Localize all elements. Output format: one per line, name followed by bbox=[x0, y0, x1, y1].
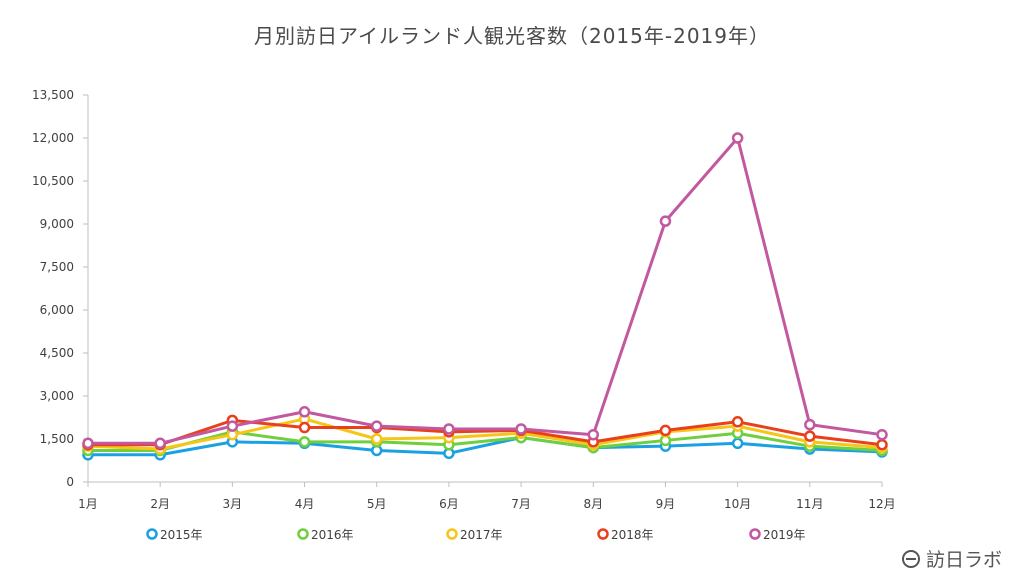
data-point bbox=[154, 437, 166, 450]
y-axis: 0 1,500 3,000 4,500 6,000 7,500 9,000 10,500 12,… bbox=[32, 88, 89, 489]
brand-mark-icon bbox=[901, 549, 920, 568]
y-tick-label: 13,500 bbox=[32, 88, 74, 102]
series-line bbox=[86, 417, 884, 451]
x-tick-label: 9月 bbox=[656, 497, 676, 511]
data-point bbox=[876, 438, 888, 451]
legend-marker bbox=[297, 528, 309, 540]
chart-title: 月別訪日アイルランド人観光客数（2015年-2019年） bbox=[253, 24, 770, 48]
data-point bbox=[298, 406, 311, 418]
x-tick-label: 12月 bbox=[868, 497, 895, 511]
data-point bbox=[659, 424, 672, 437]
data-point bbox=[298, 436, 311, 448]
data-point bbox=[587, 428, 600, 441]
y-tick-label: 0 bbox=[66, 475, 74, 489]
x-tick-label: 10月 bbox=[724, 497, 751, 511]
legend-marker bbox=[446, 528, 458, 540]
x-tick-label: 8月 bbox=[583, 497, 603, 511]
legend-item: 2018年 bbox=[597, 528, 654, 542]
data-point bbox=[804, 418, 816, 431]
series-line bbox=[86, 136, 884, 445]
x-tick-label: 11月 bbox=[796, 497, 823, 511]
data-point bbox=[731, 416, 744, 428]
x-tick-label: 1月 bbox=[78, 497, 98, 511]
legend-label: 2015年 bbox=[160, 528, 203, 542]
data-point bbox=[804, 430, 816, 442]
legend-marker bbox=[146, 528, 158, 540]
x-tick-label: 4月 bbox=[295, 497, 315, 511]
x-axis: 1月 2月 3月 4月 5月 6月 7月 8月 9月 10月 11月 12月 bbox=[78, 481, 896, 511]
data-point bbox=[876, 428, 888, 441]
data-point bbox=[226, 420, 239, 432]
data-point bbox=[370, 433, 383, 445]
legend: 2015年 2016年 2017年 2018年 2019年 bbox=[146, 528, 806, 542]
y-tick-label: 12,000 bbox=[32, 131, 74, 145]
data-point bbox=[443, 423, 455, 435]
y-tick-label: 7,500 bbox=[40, 260, 74, 274]
x-tick-label: 6月 bbox=[439, 497, 459, 511]
y-tick-label: 3,000 bbox=[40, 389, 74, 403]
data-point bbox=[370, 420, 383, 432]
legend-item: 2017年 bbox=[446, 528, 503, 542]
x-tick-label: 3月 bbox=[223, 497, 243, 511]
series-5 bbox=[82, 132, 888, 450]
y-tick-label: 4,500 bbox=[40, 346, 74, 360]
x-tick-label: 5月 bbox=[367, 497, 387, 511]
series-line bbox=[86, 418, 884, 447]
x-tick-label: 7月 bbox=[511, 497, 531, 511]
legend-label: 2016年 bbox=[311, 528, 354, 542]
data-point bbox=[82, 437, 94, 450]
y-tick-label: 1,500 bbox=[40, 432, 74, 446]
legend-item: 2015年 bbox=[146, 528, 203, 542]
series-line bbox=[86, 430, 884, 452]
data-point bbox=[515, 423, 527, 435]
legend-item: 2019年 bbox=[749, 528, 806, 542]
series-layer bbox=[82, 132, 888, 461]
data-point bbox=[659, 215, 672, 227]
y-tick-label: 9,000 bbox=[40, 217, 74, 231]
brand-label: 訪日ラボ bbox=[925, 549, 1002, 571]
x-tick-label: 2月 bbox=[150, 497, 170, 511]
legend-marker bbox=[749, 528, 761, 540]
y-tick-label: 6,000 bbox=[40, 303, 74, 317]
data-point bbox=[298, 421, 311, 434]
data-point bbox=[731, 437, 744, 450]
data-point bbox=[731, 132, 744, 144]
series-line bbox=[86, 436, 884, 457]
legend-label: 2018年 bbox=[611, 528, 654, 542]
legend-label: 2017年 bbox=[460, 528, 503, 542]
legend-marker bbox=[597, 528, 609, 540]
legend-item: 2016年 bbox=[297, 528, 354, 542]
legend-label: 2019年 bbox=[763, 528, 806, 542]
y-tick-label: 10,500 bbox=[32, 174, 74, 188]
brand-logo: 訪日ラボ bbox=[901, 545, 1002, 572]
